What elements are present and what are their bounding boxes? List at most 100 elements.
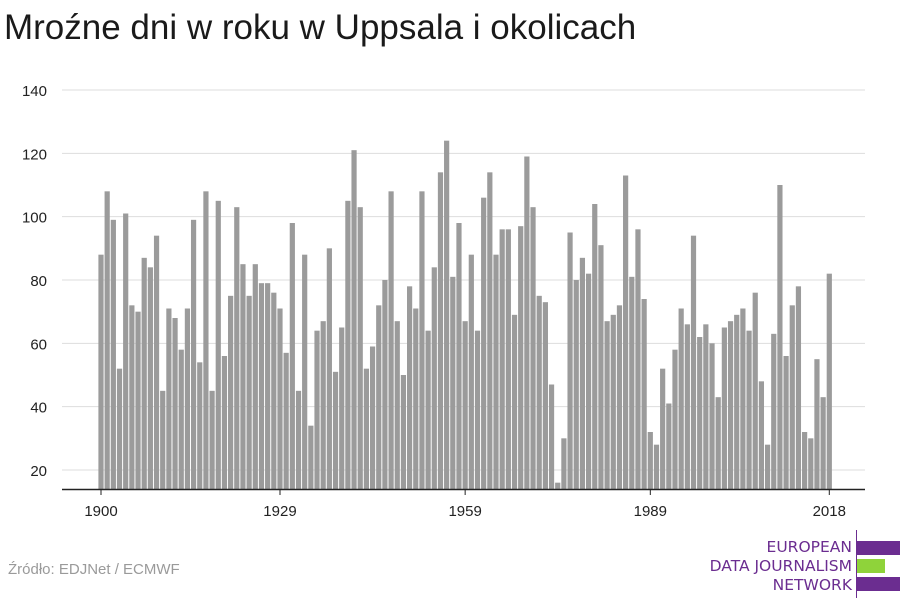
bar [468, 254, 474, 489]
bar [530, 207, 536, 489]
bar [752, 292, 758, 489]
logo-bar-bottom [857, 577, 900, 591]
x-tick-label: 1989 [634, 503, 667, 520]
y-tick-label: 40 [30, 400, 47, 417]
bar [635, 229, 641, 490]
bar [332, 371, 339, 489]
bar [246, 295, 252, 489]
bar [394, 321, 400, 489]
x-tick-label: 2018 [813, 503, 846, 520]
bar [777, 185, 783, 489]
bar [505, 229, 511, 490]
bar [234, 207, 240, 489]
bar [197, 362, 203, 489]
bar [382, 280, 388, 489]
bar [98, 254, 104, 489]
bar [190, 219, 197, 490]
bar [147, 267, 153, 489]
bar [493, 254, 499, 489]
bar [678, 308, 684, 489]
bar [573, 280, 579, 489]
bar [536, 295, 542, 489]
y-tick-label: 120 [22, 146, 47, 163]
bar [647, 432, 653, 489]
bar [734, 314, 740, 489]
bar [604, 321, 610, 489]
bar [215, 200, 221, 490]
logo-bar-top [857, 541, 900, 555]
bar [129, 305, 135, 489]
logo-line-3: NETWORK [772, 576, 852, 594]
bar [326, 248, 332, 489]
edjnet-logo: EUROPEAN DATA JOURNALISM NETWORK [700, 528, 900, 600]
bar [598, 245, 604, 489]
x-tick-label: 1900 [84, 503, 117, 520]
bar [437, 172, 444, 490]
y-tick-label: 20 [30, 463, 47, 480]
bar [277, 308, 283, 489]
bar [623, 175, 629, 489]
bar [400, 375, 407, 489]
bar-chart: 20 40 60 80 100 120 140 1900 1929 1959 1989 2018 [22, 83, 865, 520]
bar [511, 314, 518, 489]
bar [450, 276, 456, 489]
bar [641, 299, 647, 489]
logo-text: EUROPEAN DATA JOURNALISM NETWORK [710, 538, 852, 595]
bar [363, 368, 369, 489]
bar [104, 191, 110, 490]
bar [166, 308, 172, 489]
source-note: Źródło: EDJNet / ECMWF [8, 561, 180, 578]
bar [172, 318, 178, 489]
bar [283, 352, 289, 489]
bar [474, 330, 481, 489]
bar [339, 327, 345, 489]
y-tick-label: 60 [30, 336, 47, 353]
bar [524, 156, 530, 489]
bar [616, 305, 623, 489]
bar [746, 330, 752, 489]
bar [252, 264, 258, 489]
bar [481, 197, 487, 489]
logo-line-2: DATA JOURNALISM [709, 557, 852, 575]
bar [160, 390, 166, 489]
bar [585, 273, 592, 489]
bar [820, 397, 826, 489]
bar [123, 213, 129, 489]
bar [610, 314, 616, 489]
bar [548, 384, 555, 489]
bar [351, 150, 357, 489]
bar [425, 330, 431, 489]
logo-divider [856, 530, 857, 598]
bar [407, 286, 413, 489]
y-tick-label: 140 [22, 83, 47, 100]
bar [135, 311, 141, 489]
bar [376, 305, 382, 489]
bar [271, 292, 277, 489]
bar [388, 191, 394, 490]
bar [431, 267, 437, 489]
bar [141, 257, 147, 489]
bar [629, 276, 635, 489]
bar [487, 172, 493, 490]
bar [444, 140, 450, 489]
bar [579, 257, 586, 489]
bar [592, 204, 598, 489]
bar [802, 432, 808, 489]
bar [314, 330, 320, 489]
bar [184, 308, 191, 489]
bar [660, 368, 666, 489]
bar [808, 438, 814, 489]
bar [684, 324, 690, 489]
bar [789, 305, 795, 489]
bar [221, 356, 228, 489]
bar [153, 235, 160, 489]
bar [178, 349, 184, 489]
bar [258, 283, 265, 489]
bar [758, 381, 765, 489]
bar [518, 226, 524, 489]
bar [709, 343, 715, 489]
x-tick-label: 1959 [448, 503, 481, 520]
logo-line-1: EUROPEAN [766, 538, 852, 556]
bar [456, 223, 462, 489]
bar [203, 191, 209, 490]
